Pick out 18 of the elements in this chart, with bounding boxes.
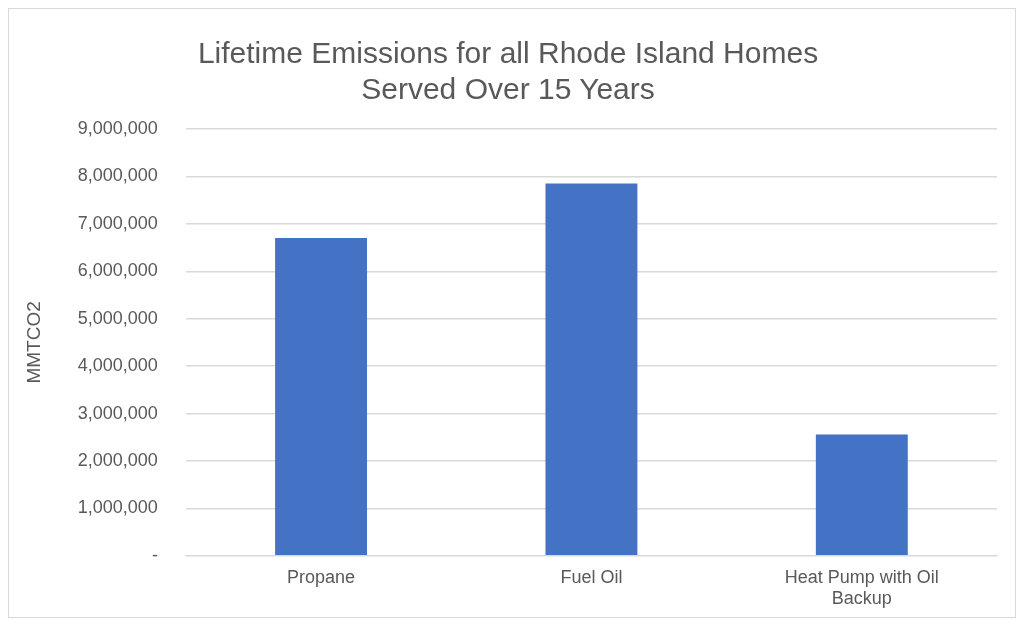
y-tick-label: 6,000,000 xyxy=(77,260,158,281)
x-tick-label: Propane xyxy=(287,566,356,587)
y-axis-title: MMTCO2 xyxy=(22,301,44,384)
y-tick-label: 1,000,000 xyxy=(77,497,158,518)
y-tick-label: 7,000,000 xyxy=(77,212,158,233)
y-tick-label: 3,000,000 xyxy=(77,402,158,423)
bar xyxy=(545,183,638,556)
x-tick-label: Fuel Oil xyxy=(560,566,623,587)
y-tick-label: 5,000,000 xyxy=(77,307,158,328)
y-tick-label: 8,000,000 xyxy=(77,165,158,186)
y-tick-label: 2,000,000 xyxy=(77,449,158,470)
bar xyxy=(815,434,908,556)
y-tick-label: - xyxy=(151,544,158,565)
y-tick-label: 4,000,000 xyxy=(77,355,158,376)
x-tick-label: Heat Pump with Oil Backup xyxy=(784,566,939,609)
bar xyxy=(275,238,368,556)
y-tick-label: 9,000,000 xyxy=(77,117,158,138)
chart-title: Lifetime Emissions for all Rhode Island Homes Served Over 15 Years xyxy=(197,36,819,106)
